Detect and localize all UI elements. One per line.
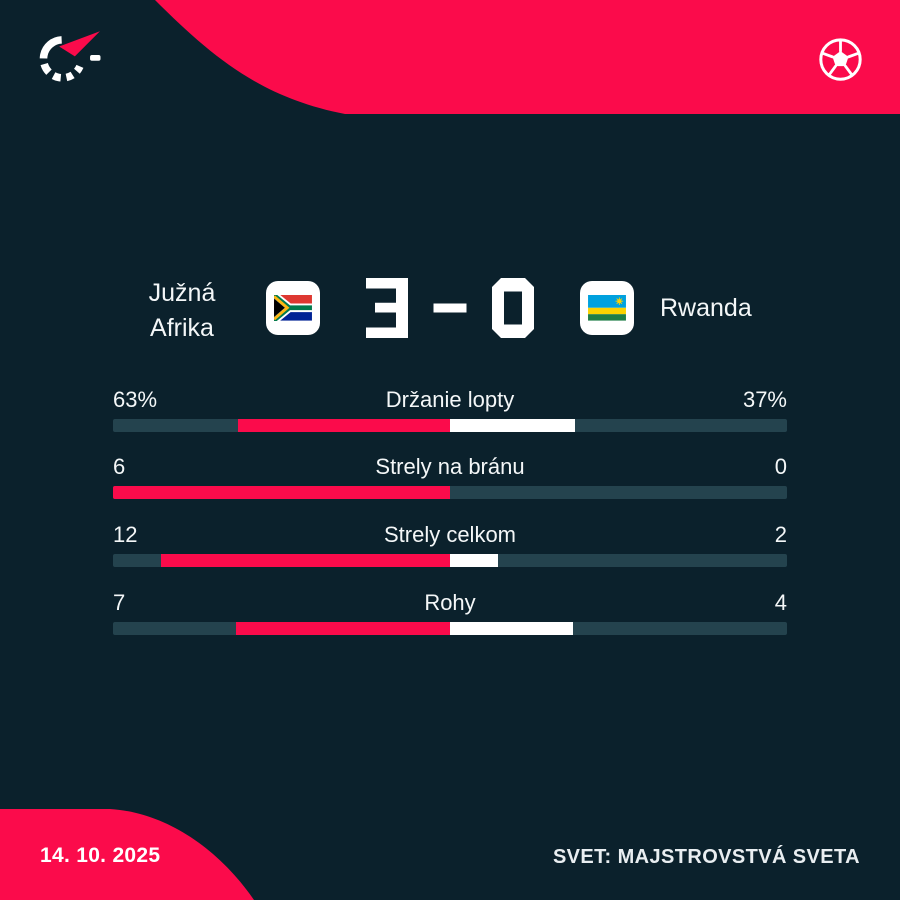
stat-bar-away-segment [450,554,499,567]
stat-bar-away-segment [450,622,573,635]
home-team-name-line2: Afrika [150,314,214,342]
stat-away-value: 37% [742,387,787,412]
stat-bar-home-segment [235,622,450,635]
logo-needle [59,31,100,57]
rwanda-flag-icon [588,295,626,321]
stat-away-value: 2 [774,522,787,547]
stat-label: Rohy [424,590,476,615]
stat-head: 7 Rohy 4 [113,588,787,618]
stat-away-value: 0 [774,454,787,479]
away-team-name: Rwanda [660,294,752,322]
stat-home-value: 7 [113,590,126,615]
stat-bar-away-segment [450,419,575,432]
stat-row: 63% Držanie lopty 37% [113,385,787,432]
stat-row: 6 Strely na bránu 0 [113,452,787,499]
stat-label: Držanie lopty [385,387,515,412]
match-date: 14. 10. 2025 [40,844,161,867]
flashscore-logo-icon [39,31,101,82]
football-ball-icon [819,38,862,81]
competition-name: SVET: MAJSTROVSTVÁ SVETA [552,846,860,868]
stat-bar-home-segment [161,554,450,567]
stat-bar-home-segment [237,419,450,432]
stat-bar-track [113,486,787,499]
home-flag-tile [266,281,320,335]
stat-home-value: 6 [113,454,126,479]
logo-tick [90,55,101,61]
stat-label: Strely celkom [383,522,517,547]
stat-bar-home-segment [113,486,450,499]
stat-row: 12 Strely celkom 2 [113,520,787,567]
stat-home-value: 63% [113,387,158,412]
away-flag-tile [580,281,634,335]
stat-home-value: 12 [113,522,138,547]
score-away [492,278,534,338]
home-team-name-line1: Južná [148,279,216,307]
stat-bar-track [113,554,787,567]
stat-head: 63% Držanie lopty 37% [113,385,787,415]
stat-bar-track [113,419,787,432]
score-separator [429,278,471,338]
stat-head: 6 Strely na bránu 0 [113,452,787,482]
stat-away-value: 4 [774,590,787,615]
score-home [366,278,408,338]
stat-label: Strely na bránu [375,454,525,479]
scoreboard: Južná Afrika [0,0,900,380]
stat-head: 12 Strely celkom 2 [113,520,787,550]
stat-bar-track [113,622,787,635]
south-africa-flag-icon [274,295,312,321]
home-team-name: Južná Afrika [100,276,264,346]
stat-row: 7 Rohy 4 [113,588,787,635]
